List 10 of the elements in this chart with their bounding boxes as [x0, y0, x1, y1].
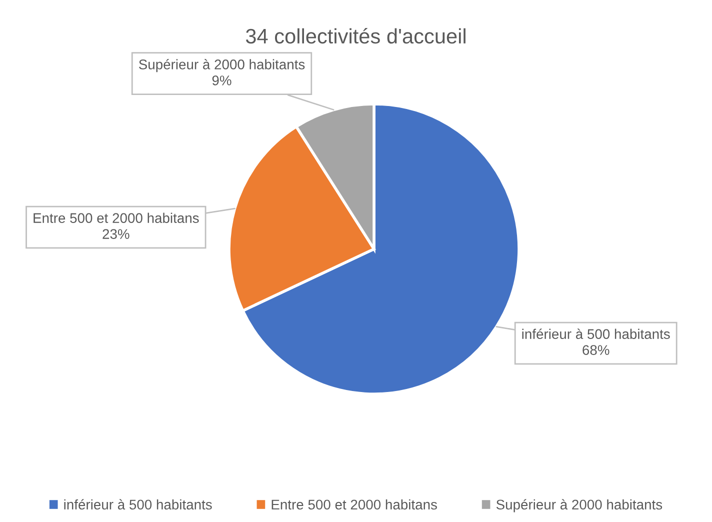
legend-label: Supérieur à 2000 habitants [496, 499, 662, 512]
chart-title: 34 collectivités d'accueil [246, 28, 466, 44]
legend-label: inférieur à 500 habitants [64, 499, 212, 510]
slice-label: inférieur à 500 habitants [522, 328, 670, 339]
data-label: 9% [212, 76, 232, 86]
data-label: 23% [102, 229, 130, 239]
data-label: 68% [582, 345, 610, 355]
slice-label: Supérieur à 2000 habitants [138, 59, 305, 72]
legend-label: Entre 500 et 2000 habitans [272, 499, 437, 510]
slice-label: Entre 500 et 2000 habitans [34, 212, 199, 223]
